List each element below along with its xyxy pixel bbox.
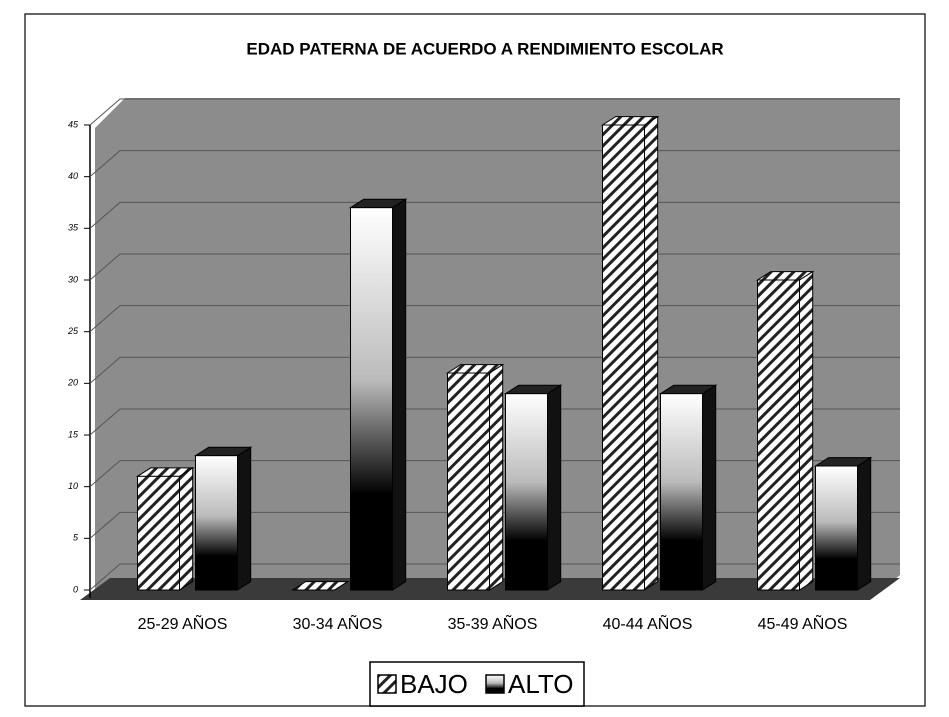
x-tick-label: 35-39 AÑOS [448,613,538,633]
bar-side [179,467,194,591]
y-tick-label: 45 [68,119,79,129]
bar [755,270,815,591]
bar-front [137,475,180,591]
bar [445,363,505,591]
bar-side [489,363,504,591]
bar-front [815,465,858,591]
bar [290,581,350,591]
bar [348,198,408,591]
bar-front [350,207,393,591]
legend-swatch [377,674,397,694]
y-tick-label: 35 [68,223,79,233]
bar-front [660,393,703,591]
bar [503,384,563,591]
bar [193,446,253,591]
bar-front [757,279,800,591]
legend-box [369,661,585,707]
bar-front [195,455,238,591]
bar [600,115,660,591]
bar-front [447,372,490,591]
bar-top [290,581,350,591]
y-tick-label: 20 [67,378,78,388]
y-tick-label: 40 [68,171,78,181]
bar [135,467,195,591]
bar [813,456,873,591]
legend-label: BAJO [400,669,468,699]
x-tick-label: 40-44 AÑOS [603,613,693,633]
bar-side [799,270,814,591]
y-tick-label: 5 [73,533,79,543]
bar-side [547,384,562,591]
x-tick-label: 45-49 AÑOS [758,613,848,633]
legend-swatch [485,674,505,694]
chart-title: EDAD PATERNA DE ACUERDO A RENDIMIENTO ES… [246,39,723,58]
bar-side [702,384,717,591]
grid-line [89,98,900,126]
bar-front [505,393,548,591]
legend-label: ALTO [508,669,574,699]
y-tick-label: 0 [73,584,78,594]
y-tick-label: 30 [68,274,78,284]
bar-side [644,115,659,591]
bar [658,384,718,591]
x-tick-label: 25-29 AÑOS [138,613,228,633]
y-tick-label: 25 [67,326,79,336]
bar-front [602,124,645,591]
bar-side [237,446,252,591]
bar-side [392,198,407,591]
y-tick-label: 10 [68,481,78,491]
bar-side [857,456,872,591]
y-tick-label: 15 [68,429,79,439]
x-tick-label: 30-34 AÑOS [293,613,383,633]
